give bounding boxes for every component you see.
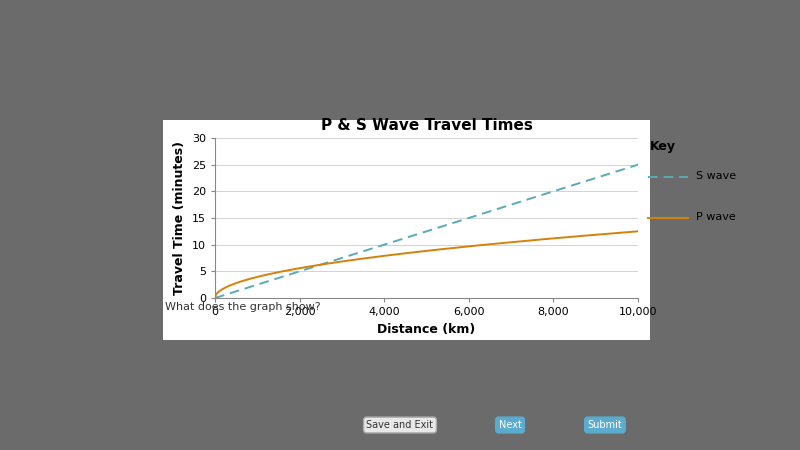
Text: Key: Key	[650, 140, 676, 153]
S wave	[557, 186, 566, 191]
S wave	[210, 295, 220, 301]
S wave	[414, 231, 423, 237]
P wave	[414, 249, 423, 254]
Line: S wave: S wave	[215, 165, 638, 298]
P wave	[623, 230, 633, 235]
S wave	[462, 216, 471, 221]
Y-axis label: Travel Time (minutes): Travel Time (minutes)	[174, 141, 186, 295]
P wave	[462, 244, 471, 249]
Text: P wave: P wave	[695, 212, 735, 222]
S wave	[411, 232, 421, 237]
X-axis label: Distance (km): Distance (km)	[378, 323, 476, 336]
P wave	[210, 295, 220, 301]
P wave	[634, 229, 643, 234]
Text: Save and Exit: Save and Exit	[366, 420, 434, 430]
Text: Submit: Submit	[588, 420, 622, 430]
S wave	[634, 162, 643, 167]
Line: P wave: P wave	[215, 231, 638, 298]
S wave	[623, 165, 633, 171]
Text: What does the graph show?: What does the graph show?	[165, 302, 321, 312]
P wave	[557, 235, 566, 240]
P wave	[439, 246, 449, 252]
Text: Next: Next	[498, 420, 522, 430]
Text: P & S Wave Travel Times: P & S Wave Travel Times	[321, 118, 533, 133]
S wave	[439, 223, 449, 229]
Text: S wave: S wave	[695, 171, 736, 181]
P wave	[411, 249, 421, 255]
